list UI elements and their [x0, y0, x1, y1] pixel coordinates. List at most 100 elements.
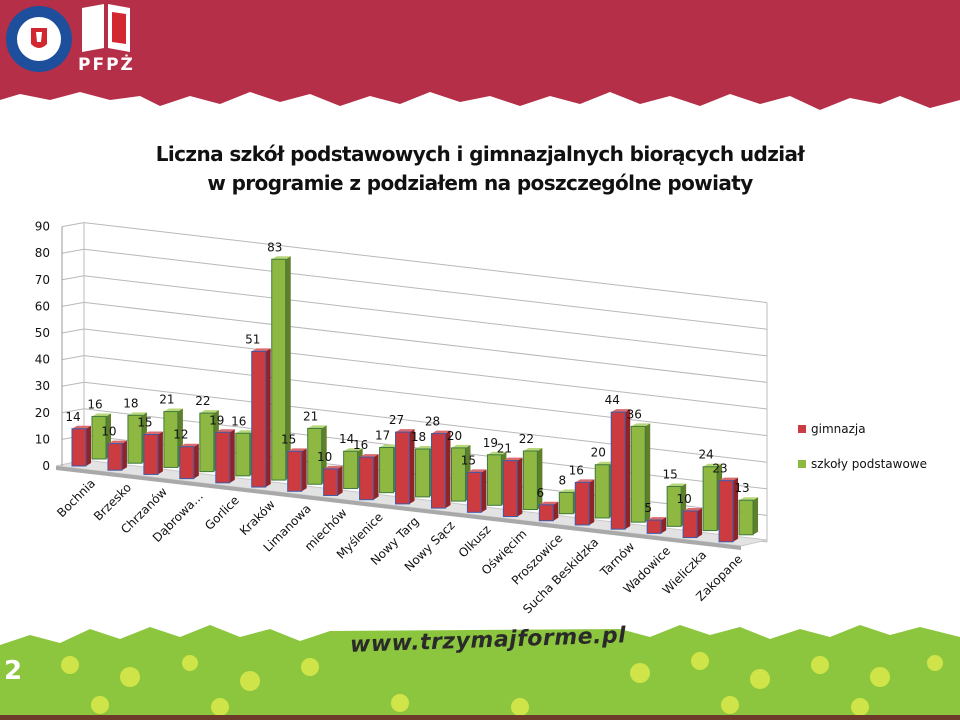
bar-top-szkoły podstawowe [271, 256, 291, 260]
bar-side-gimnazja [301, 448, 307, 492]
bar-top-szkoły podstawowe [523, 448, 543, 452]
bar-side-gimnazja [553, 501, 559, 521]
bar-top-szkoły podstawowe [415, 446, 435, 450]
bar-side-gimnazja [661, 517, 667, 534]
bar-szkoły podstawowe [594, 464, 610, 519]
bar-top-szkoły podstawowe [235, 430, 255, 434]
bar-side-gimnazja [265, 348, 271, 488]
data-label: 19 [209, 413, 224, 427]
legend-item-szkoly: szkoły podstawowe [798, 455, 927, 473]
bar-top-gimnazja [215, 429, 235, 433]
gridline [83, 222, 768, 304]
bar-top-szkoły podstawowe [199, 410, 219, 414]
chart-floor-edge [56, 466, 741, 550]
bar-top-gimnazja [179, 443, 199, 447]
bar-gimnazja [287, 450, 303, 492]
data-label: 14 [339, 432, 354, 446]
gridline-side [61, 328, 85, 334]
legend-label-gimnazja: gimnazja [811, 422, 866, 436]
bar-top-gimnazja [467, 469, 487, 473]
data-label: 10 [317, 450, 332, 464]
bar-szkoły podstawowe [307, 427, 323, 485]
legend-label-szkoly: szkoły podstawowe [811, 457, 927, 471]
chart-title-line-1: Liczna szkół podstawowych i gimnazjalnyc… [155, 142, 805, 166]
x-tick-label: Olkusz [456, 523, 494, 561]
bar-top-szkoły podstawowe [92, 413, 111, 417]
gridline [83, 381, 768, 463]
y-tick-label: 80 [35, 246, 50, 260]
bar-side-gimnazja [373, 454, 379, 500]
data-label: 16 [353, 438, 368, 452]
bar-side-gimnazja [589, 479, 595, 525]
y-tick-label: 50 [35, 326, 50, 340]
bar-szkoły podstawowe [199, 412, 215, 473]
bar-szkoły podstawowe [558, 491, 574, 515]
gridline [83, 248, 768, 330]
pfpz-label: PFPŻ [78, 55, 135, 75]
bar-szkoły podstawowe [235, 432, 251, 477]
legend-item-gimnazja: gimnazja [798, 420, 927, 438]
bar-top-gimnazja [431, 430, 451, 434]
bar-szkoły podstawowe [450, 447, 466, 502]
bar-gimnazja [143, 434, 159, 475]
bar-side-gimnazja [625, 409, 631, 530]
bar-szkoły podstawowe [738, 499, 754, 536]
gridline [83, 275, 768, 357]
bar-top-szkoły podstawowe [307, 425, 327, 429]
chart-legend: gimnazja szkoły podstawowe [798, 420, 927, 490]
bar-szkoły podstawowe [343, 450, 359, 489]
bar-side-gimnazja [86, 425, 91, 466]
header-band [0, 0, 960, 110]
bar-gimnazja [574, 481, 590, 526]
bar-top-szkoły podstawowe [343, 448, 363, 452]
bar-top-szkoły podstawowe [595, 461, 615, 465]
bar-side-szkoły podstawowe [537, 448, 543, 510]
data-label: 18 [123, 396, 138, 410]
data-label: 16 [231, 414, 246, 428]
data-label: 16 [87, 397, 102, 411]
bar-gimnazja [466, 471, 482, 513]
y-tick-label: 90 [35, 220, 50, 234]
bar-szkoły podstawowe [630, 425, 646, 523]
bar-szkoły podstawowe [127, 414, 143, 464]
gridline-side [61, 275, 85, 281]
bar-side-gimnazja [481, 469, 487, 513]
bar-gimnazja [610, 411, 626, 530]
bar-top-szkoły podstawowe [559, 489, 579, 493]
bar-szkoły podstawowe [486, 454, 502, 506]
bar-szkoły podstawowe [271, 258, 287, 481]
bar-top-szkoły podstawowe [487, 451, 507, 455]
data-label: 28 [425, 415, 440, 429]
bar-top-gimnazja [503, 457, 523, 461]
bar-gimnazja [323, 468, 339, 496]
bar-side-szkoły podstawowe [285, 256, 291, 481]
bar-top-szkoły podstawowe [631, 423, 651, 427]
bar-top-szkoły podstawowe [127, 412, 147, 416]
bar-side-gimnazja [121, 440, 127, 471]
data-label: 10 [676, 492, 691, 506]
data-label: 44 [605, 393, 620, 407]
data-label: 13 [734, 481, 749, 495]
data-label: 22 [195, 394, 210, 408]
gridline-side [61, 222, 85, 228]
bar-szkoły podstawowe [666, 485, 682, 527]
bar-top-gimnazja [323, 465, 343, 469]
y-tick-label: 40 [35, 353, 50, 367]
data-label: 24 [698, 448, 713, 462]
bar-top-gimnazja [251, 348, 271, 352]
footer-band [0, 625, 960, 720]
data-label: 83 [267, 240, 282, 254]
gridline [83, 355, 768, 437]
data-label: 27 [389, 413, 404, 427]
legend-swatch-green [798, 460, 806, 468]
bar-gimnazja [502, 460, 518, 518]
bar-top-gimnazja [107, 440, 127, 444]
bar-gimnazja [646, 519, 662, 534]
bar-top-gimnazja [683, 507, 703, 511]
y-tick-label: 0 [42, 459, 50, 473]
data-label: 15 [281, 432, 296, 446]
bar-gimnazja [718, 480, 734, 543]
data-label: 15 [461, 453, 476, 467]
